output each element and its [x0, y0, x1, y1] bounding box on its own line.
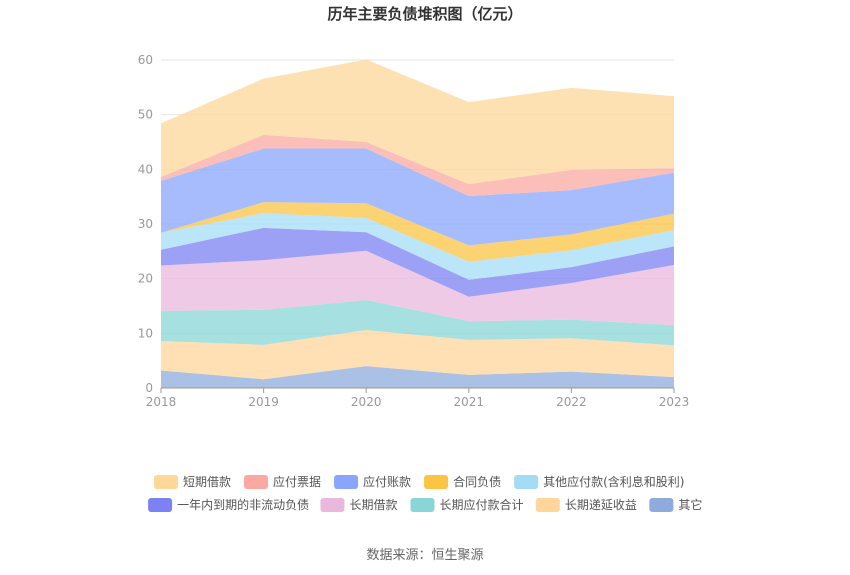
legend-item-长期借款[interactable]: 长期借款	[320, 498, 397, 512]
legend-label: 其他应付款(含利息和股利)	[543, 474, 684, 489]
legend-swatch	[153, 475, 178, 489]
legend-swatch	[244, 475, 269, 489]
legend-swatch	[148, 498, 173, 512]
legend-swatch	[334, 475, 359, 489]
legend-item-应付票据[interactable]: 应付票据	[244, 474, 321, 489]
legend-item-其它[interactable]: 其它	[649, 497, 702, 512]
legend-label: 应付账款	[363, 474, 411, 489]
legend-label: 其它	[678, 497, 702, 512]
legend[interactable]: 短期借款 应付票据 应付账款 合同负债 其他应付款(含利息和股利) 一年内到期的非流动负债…	[148, 474, 702, 512]
legend-swatch	[424, 475, 449, 489]
x-tick-label: 2022	[556, 395, 587, 409]
data-source: 数据来源：恒生聚源	[366, 548, 483, 563]
legend-item-短期借款[interactable]: 短期借款	[153, 475, 231, 489]
legend-swatch	[410, 498, 435, 512]
y-tick-label: 50	[138, 108, 153, 122]
legend-label: 应付票据	[273, 474, 321, 489]
legend-label: 长期递延收益	[565, 498, 637, 512]
y-tick-label: 60	[138, 53, 153, 67]
area-短期借款	[161, 59, 674, 185]
legend-item-长期递延收益[interactable]: 长期递延收益	[535, 498, 637, 512]
x-tick-label: 2021	[454, 395, 485, 409]
area-应付账款	[161, 148, 674, 246]
area-其他应付款(含利息和股利)	[161, 213, 674, 280]
legend-item-合同负债[interactable]: 合同负债	[424, 474, 501, 489]
legend-item-其他应付款(含利息和股利)[interactable]: 其他应付款(含利息和股利)	[514, 474, 685, 489]
legend-label: 长期借款	[349, 498, 397, 512]
area-长期借款	[161, 250, 674, 326]
area-长期应付款合计	[161, 299, 674, 346]
legend-swatch	[320, 498, 345, 512]
x-tick-label: 2019	[248, 395, 279, 409]
area-series	[161, 59, 674, 388]
x-tick-label: 2018	[146, 395, 177, 409]
legend-swatch	[514, 475, 539, 489]
chart-title: 历年主要负债堆积图（亿元）	[327, 5, 522, 23]
axes: 0 10 20 30 40 50 60 2018 2019 2020 2021 2022 2023	[138, 53, 690, 409]
legend-label: 长期应付款合计	[440, 497, 524, 512]
legend-swatch	[535, 498, 560, 512]
x-tick-label: 2020	[351, 395, 382, 409]
area-应付票据	[161, 134, 674, 197]
legend-item-长期应付款合计[interactable]: 长期应付款合计	[410, 497, 524, 512]
y-tick-label: 20	[138, 272, 153, 286]
area-长期递延收益	[161, 330, 674, 380]
area-其它	[161, 366, 674, 388]
legend-label: 一年内到期的非流动负债	[177, 497, 309, 512]
x-tick-label: 2023	[659, 395, 690, 409]
legend-swatch	[649, 498, 674, 512]
area-一年内到期的非流动负债	[161, 227, 674, 297]
y-tick-label: 30	[138, 217, 153, 231]
legend-label: 短期借款	[183, 475, 231, 489]
legend-label: 合同负债	[453, 474, 501, 489]
legend-item-应付账款[interactable]: 应付账款	[334, 474, 411, 489]
y-tick-label: 10	[138, 326, 153, 340]
legend-item-一年内到期的非流动负债[interactable]: 一年内到期的非流动负债	[148, 497, 309, 512]
y-tick-label: 40	[138, 162, 153, 176]
area-合同负债	[161, 202, 674, 262]
y-tick-label: 0	[145, 381, 153, 395]
